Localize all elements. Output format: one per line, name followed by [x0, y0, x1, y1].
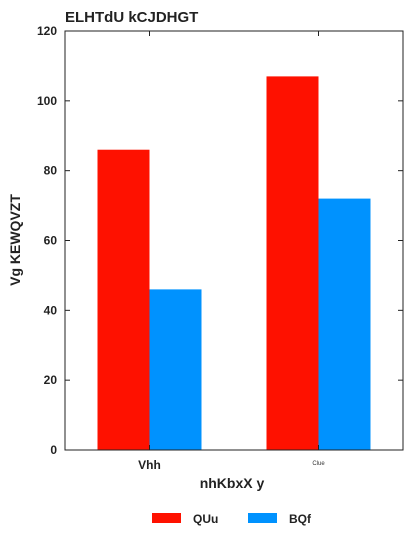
y-tick-label: 100: [37, 94, 57, 108]
legend-swatch-BQf: [248, 513, 277, 523]
x-tick-label: Vhh: [138, 458, 161, 472]
y-tick-label: 20: [44, 373, 58, 387]
legend: QUu BQf: [152, 512, 312, 526]
x-tick-label: Clue: [312, 461, 325, 467]
x-axis-label: nhKbxX y: [200, 475, 265, 491]
plot-area: 0 20 40 60 80 100 120 Vhh Clue: [37, 24, 404, 472]
bars-group: [97, 76, 371, 451]
bar-BQf-Clue: [318, 198, 371, 450]
bar-QUu-Clue: [266, 76, 319, 451]
x-axis-ticks: Vhh Clue: [138, 31, 325, 472]
y-axis-ticks: 0 20 40 60 80 100 120: [37, 24, 403, 457]
y-tick-label: 80: [44, 164, 58, 178]
bar-QUu-Vhh: [97, 149, 150, 450]
y-tick-label: 60: [44, 234, 58, 248]
chart-title: ELHTdU kCJDHGT: [65, 9, 198, 26]
bar-BQf-Vhh: [149, 289, 202, 450]
legend-label-BQf: BQf: [289, 512, 312, 526]
y-axis-label: Vg KEWQVZT: [7, 194, 23, 286]
y-tick-label: 120: [37, 24, 57, 38]
y-tick-label: 40: [44, 303, 58, 317]
y-tick-label: 0: [50, 443, 57, 457]
legend-label-QUu: QUu: [193, 512, 218, 526]
legend-swatch-QUu: [152, 513, 181, 523]
